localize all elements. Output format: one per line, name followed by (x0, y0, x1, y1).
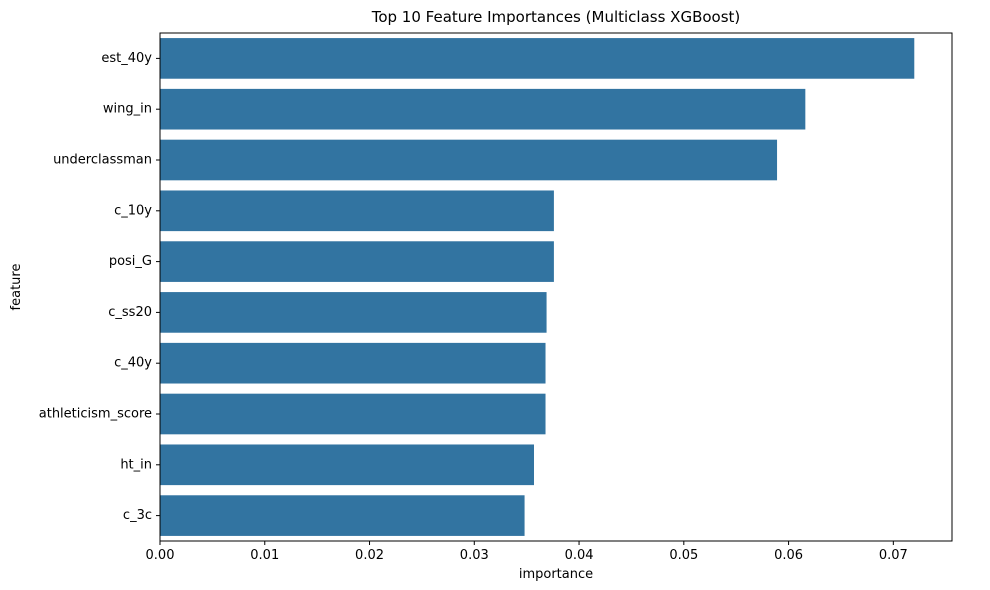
chart-title: Top 10 Feature Importances (Multiclass X… (371, 8, 741, 26)
bars-group (160, 38, 915, 536)
bar-posi-G (160, 241, 554, 282)
x-tick-label: 0.00 (146, 548, 175, 563)
y-tick-label: est_40y (101, 51, 152, 66)
y-tick-label: c_10y (114, 203, 152, 218)
bar-c-ss20 (160, 292, 547, 333)
bar-c-3c (160, 495, 525, 536)
x-tick-label: 0.03 (460, 548, 489, 563)
bar-est-40y (160, 38, 915, 79)
x-tick-label: 0.06 (774, 548, 803, 563)
plot-frame (159, 32, 953, 542)
y-tick-label: posi_G (109, 254, 152, 269)
y-tick-label: underclassman (53, 153, 152, 168)
x-tick-label: 0.02 (355, 548, 384, 563)
x-tick-label: 0.01 (250, 548, 279, 563)
bar-ht-in (160, 444, 534, 486)
x-axis-label: importance (519, 567, 593, 582)
bar-underclassman (160, 139, 778, 181)
y-tick-label: ht_in (120, 457, 152, 472)
bar-c-10y (160, 190, 554, 232)
y-tick-label: c_ss20 (108, 305, 152, 320)
y-tick-label: c_40y (114, 356, 152, 371)
y-tick-label: athleticism_score (39, 407, 152, 422)
y-tick-label: wing_in (103, 102, 152, 117)
bar-athleticism-score (160, 393, 546, 435)
x-axis-ticks: 0.00 0.01 0.02 0.03 0.04 0.05 0.06 0.07 (146, 541, 908, 563)
y-axis-ticks: est_40y wing_in underclassman c_10y posi_G c_… (39, 51, 160, 523)
x-tick-label: 0.07 (879, 548, 908, 563)
y-axis-label: feature (9, 264, 24, 311)
x-tick-label: 0.04 (565, 548, 594, 563)
y-tick-label: c_3c (123, 508, 152, 523)
bar-wing-in (160, 88, 806, 130)
x-tick-label: 0.05 (669, 548, 698, 563)
bar-c-40y (160, 342, 546, 384)
